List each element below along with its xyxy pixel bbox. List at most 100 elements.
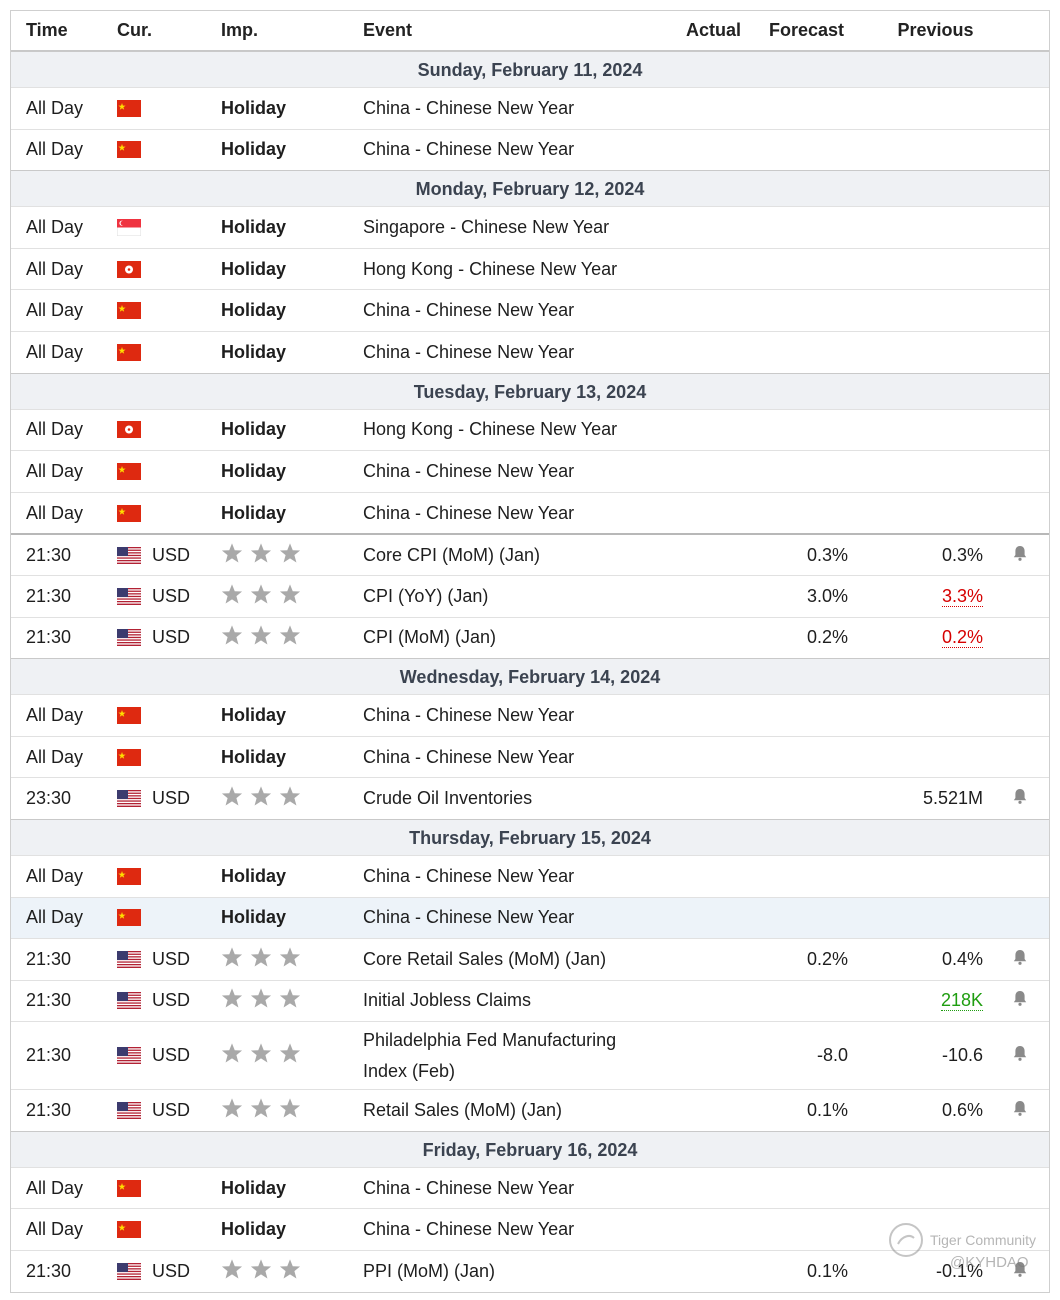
watermark: Tiger Community @KYHDAO	[888, 1222, 1036, 1271]
importance-cell	[221, 542, 363, 569]
importance-cell: Holiday	[221, 300, 363, 321]
event-row[interactable]: All Day Holiday China - Chinese New Year	[11, 896, 1049, 939]
flag	[117, 707, 141, 724]
time: 21:30	[26, 1045, 72, 1066]
event-row[interactable]: 21:30 USD PPI (MoM) (Jan) 0.1% -0.1%	[11, 1250, 1049, 1292]
flag	[117, 749, 141, 766]
event-row[interactable]: All Day Holiday Hong Kong - Chinese New Ye…	[11, 408, 1049, 451]
event-row[interactable]: All Day Holiday China - Chinese New Year	[11, 1166, 1049, 1209]
time: All Day	[26, 216, 84, 237]
previous: -10.6	[941, 1045, 983, 1066]
star-icon	[221, 946, 243, 968]
event-row[interactable]: All Day Holiday China - Chinese New Year	[11, 1208, 1049, 1250]
bell-icon	[1011, 1044, 1029, 1062]
currency-cell	[116, 302, 221, 319]
event: CPI (MoM) (Jan)	[363, 627, 497, 648]
event-row[interactable]: All Day Holiday China - Chinese New Year	[11, 854, 1049, 897]
event-row[interactable]: 21:30 USD CPI (MoM) (Jan) 0.2% 0.2%	[11, 616, 1049, 659]
currency-cell: USD	[116, 990, 221, 1011]
watermark-logo	[889, 1223, 923, 1257]
alert-bell[interactable]	[1011, 787, 1029, 810]
time: All Day	[26, 704, 84, 725]
event: China - Chinese New Year	[363, 502, 575, 523]
event-row[interactable]: All Day Holiday China - Chinese New Year	[11, 694, 1049, 736]
time: All Day	[26, 907, 84, 928]
importance-cell	[221, 583, 363, 610]
column-header[interactable]: Forecast	[768, 20, 845, 40]
alert-bell[interactable]	[1011, 1044, 1029, 1067]
star-icon	[221, 1097, 243, 1119]
currency-cell: USD	[116, 627, 221, 648]
flag	[117, 1221, 141, 1238]
currency-cell	[116, 463, 221, 480]
event-row[interactable]: All Day Holiday China - Chinese New Year	[11, 450, 1049, 492]
event-row[interactable]: All Day Holiday Hong Kong - Chinese New Ye…	[11, 247, 1049, 290]
alert-bell[interactable]	[1011, 1099, 1029, 1122]
currency-cell	[116, 868, 221, 885]
star	[221, 583, 250, 610]
event-row[interactable]: All Day Holiday China - Chinese New Year	[11, 330, 1049, 373]
currency: USD	[152, 544, 191, 565]
currency-cell	[116, 1221, 221, 1238]
alert-cell	[983, 1044, 1029, 1067]
event-row[interactable]: 21:30 USD CPI (YoY) (Jan) 3.0% 3.3%	[11, 574, 1049, 617]
column-header[interactable]: Time	[26, 20, 68, 40]
event-row[interactable]: All Day Holiday Singapore - Chinese New Ye…	[11, 206, 1049, 248]
importance-cell	[221, 987, 363, 1014]
header-row: Time Cur. Imp. Event Actual Forecast Pre…	[11, 11, 1049, 51]
event-row[interactable]: 21:30 USD Core Retail Sales (MoM) (Jan) 0.2…	[11, 938, 1049, 980]
previous-cell: -0.1%	[848, 1261, 983, 1282]
star-icon	[250, 785, 272, 807]
event-row[interactable]: 23:30 USD Crude Oil Inventories 5.521M	[11, 777, 1049, 819]
column-header[interactable]: Actual	[685, 20, 741, 40]
column-header[interactable]: Cur.	[117, 20, 153, 40]
star-icon	[221, 542, 243, 564]
alert-bell[interactable]	[1011, 948, 1029, 971]
column-header[interactable]: Event	[363, 20, 413, 40]
alert-bell[interactable]	[1011, 989, 1029, 1012]
importance-cell: Holiday	[221, 217, 363, 238]
flag	[117, 629, 141, 646]
event: PPI (MoM) (Jan)	[363, 1260, 496, 1281]
event-row[interactable]: All Day Holiday China - Chinese New Year	[11, 491, 1049, 534]
event-row[interactable]: All Day Holiday China - Chinese New Year	[11, 289, 1049, 331]
previous: 0.6%	[941, 1100, 983, 1121]
star	[279, 987, 308, 1014]
event-row[interactable]: All Day Holiday China - Chinese New Year	[11, 87, 1049, 129]
currency-cell: USD	[116, 545, 221, 566]
column-header[interactable]: Previous	[897, 20, 974, 40]
event: Retail Sales (MoM) (Jan)	[363, 1100, 563, 1121]
star	[221, 785, 250, 812]
star-icon	[221, 987, 243, 1009]
star-icon	[279, 946, 301, 968]
event-row[interactable]: 21:30 USD Retail Sales (MoM) (Jan) 0.1% 0.6%	[11, 1089, 1049, 1131]
star	[279, 1097, 308, 1124]
currency: USD	[152, 585, 191, 606]
flag	[117, 992, 141, 1009]
previous: 0.3%	[941, 544, 983, 565]
time: All Day	[26, 300, 84, 321]
event: China - Chinese New Year	[363, 139, 575, 160]
event-row[interactable]: All Day Holiday China - Chinese New Year	[11, 128, 1049, 171]
event-row[interactable]: All Day Holiday China - Chinese New Year	[11, 735, 1049, 778]
importance-cell: Holiday	[221, 342, 363, 363]
flag	[117, 547, 141, 564]
importance-cell: Holiday	[221, 503, 363, 524]
currency-cell: USD	[116, 586, 221, 607]
alert-cell	[983, 1099, 1029, 1122]
star-icon	[250, 987, 272, 1009]
forecast-cell: 0.2%	[741, 627, 848, 648]
currency-cell: USD	[116, 1100, 221, 1121]
alert-bell[interactable]	[1011, 544, 1029, 567]
importance: Holiday	[221, 746, 287, 767]
importance-cell: Holiday	[221, 747, 363, 768]
event: Philadelphia Fed Manufacturing Index (Fe…	[363, 1029, 617, 1081]
star-icon	[250, 1258, 272, 1280]
column-header[interactable]: Imp.	[221, 20, 259, 40]
event-row[interactable]: 21:30 USD Initial Jobless Claims 218K	[11, 979, 1049, 1022]
star-icon	[221, 1042, 243, 1064]
time: All Day	[26, 1177, 84, 1198]
event-row[interactable]: 21:30 USD Philadelphia Fed Manufacturing I…	[11, 1021, 1049, 1089]
forecast: 0.2%	[806, 627, 848, 648]
event-row[interactable]: 21:30 USD Core CPI (MoM) (Jan) 0.3% 0.3%	[11, 533, 1049, 575]
